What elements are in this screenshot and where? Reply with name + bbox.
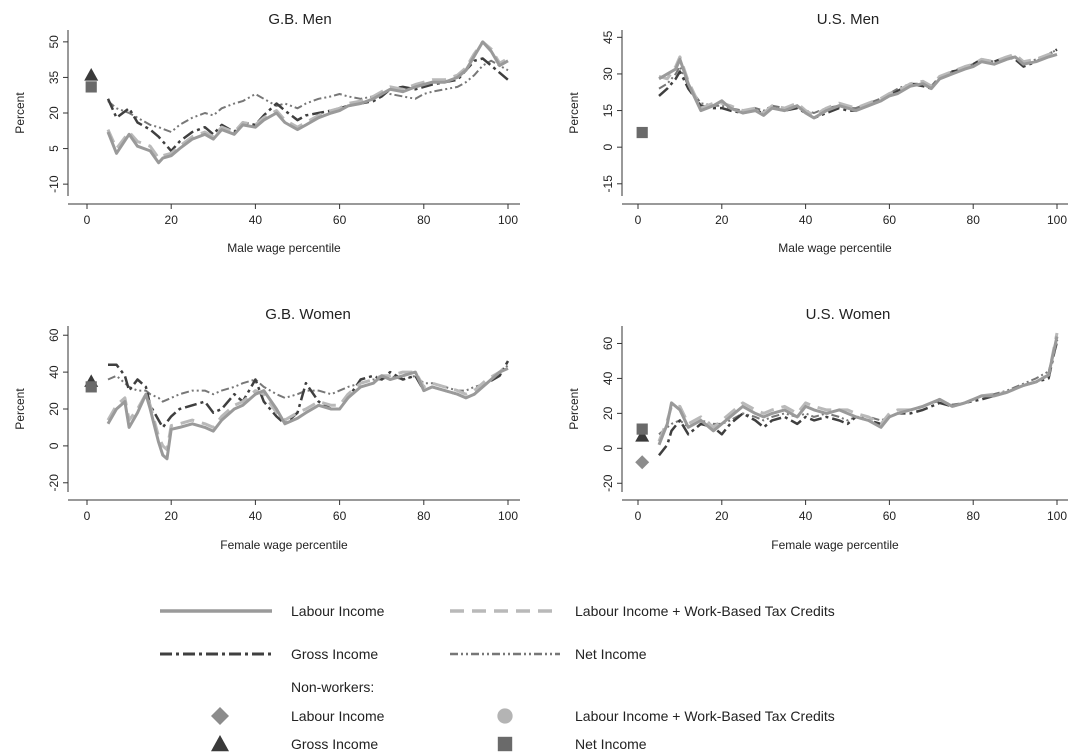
y-tick-label: -20 <box>601 474 615 492</box>
x-tick-label: 20 <box>715 509 729 523</box>
y-tick-label: 30 <box>601 67 615 81</box>
x-tick-label: 20 <box>165 509 179 523</box>
x-tick-label: 100 <box>498 213 518 227</box>
x-axis-label: Male wage percentile <box>778 241 892 255</box>
legend-label: Gross Income <box>291 736 378 752</box>
y-tick-label: 50 <box>47 35 61 49</box>
y-tick-label: 0 <box>47 442 61 449</box>
x-tick-label: 80 <box>417 213 431 227</box>
y-tick-label: -15 <box>601 175 615 193</box>
y-tick-label: 60 <box>601 336 615 350</box>
non-worker-marker-net-income <box>636 423 648 435</box>
series-line-labour-income <box>106 40 509 165</box>
panel-title: U.S. Men <box>817 11 880 28</box>
y-tick-label: 40 <box>601 371 615 385</box>
x-tick-label: 40 <box>799 213 813 227</box>
series-line-labour-income <box>106 367 509 461</box>
y-tick-label: 5 <box>47 145 61 152</box>
y-tick-label: 60 <box>47 328 61 342</box>
legend-label: Net Income <box>575 736 647 752</box>
y-tick-label: 0 <box>601 445 615 452</box>
y-axis-label: Percent <box>13 92 27 134</box>
series-line-net-income <box>107 59 509 133</box>
x-tick-label: 40 <box>249 213 263 227</box>
series-line-labour-income-work-based-tax-credits <box>658 50 1058 117</box>
x-tick-label: 0 <box>635 509 642 523</box>
y-tick-label: 0 <box>601 144 615 151</box>
y-axis-label: Percent <box>13 388 27 430</box>
panel-title: U.S. Women <box>806 306 891 323</box>
x-tick-label: 100 <box>1047 213 1067 227</box>
legend-label: Labour Income <box>291 708 385 724</box>
series-line-gross-income <box>106 57 509 153</box>
x-tick-label: 40 <box>799 509 813 523</box>
x-tick-label: 100 <box>1047 509 1067 523</box>
x-axis-label: Male wage percentile <box>227 241 341 255</box>
y-tick-label: 15 <box>601 104 615 118</box>
x-tick-label: 60 <box>883 213 897 227</box>
series-line-gross-income <box>658 339 1059 457</box>
y-axis-label: Percent <box>567 388 581 430</box>
panel-g-b-men: G.B. Men -10 5 20 35 50 0 20 40 60 80 100 Male wage … <box>13 11 520 255</box>
legend-marker-net-income <box>497 736 513 752</box>
x-tick-label: 80 <box>967 213 981 227</box>
x-tick-label: 0 <box>635 213 642 227</box>
x-axis-label: Female wage percentile <box>220 538 348 552</box>
x-tick-label: 0 <box>84 213 91 227</box>
series-line-net-income <box>658 343 1058 436</box>
non-worker-marker-labour-income <box>635 455 650 470</box>
y-tick-label: -10 <box>47 175 61 193</box>
y-tick-label: 20 <box>47 106 61 120</box>
legend-non-workers-heading: Non-workers: <box>291 679 374 695</box>
panel-title: G.B. Men <box>268 11 331 28</box>
legend-label: Labour Income + Work-Based Tax Credits <box>575 708 835 724</box>
x-tick-label: 60 <box>333 509 347 523</box>
y-tick-label: 35 <box>47 70 61 84</box>
non-worker-marker-net-income <box>85 81 97 93</box>
x-tick-label: 80 <box>417 509 431 523</box>
series-line-labour-income <box>658 52 1058 120</box>
non-worker-marker-gross-income <box>635 429 650 442</box>
x-tick-label: 0 <box>84 509 91 523</box>
panel-g-b-women: G.B. Women -20 0 20 40 60 0 20 40 60 80 100 Female w… <box>13 306 520 552</box>
x-tick-label: 20 <box>715 213 729 227</box>
y-tick-label: 40 <box>47 365 61 379</box>
non-worker-marker-gross-income <box>84 68 99 81</box>
legend: Labour Income Labour Income + Work-Based … <box>160 603 835 752</box>
y-tick-label: -20 <box>47 474 61 492</box>
y-tick-label: 45 <box>601 30 615 44</box>
chart-panels: G.B. Men -10 5 20 35 50 0 20 40 60 80 100 Male wage … <box>13 11 1068 552</box>
x-tick-label: 100 <box>498 509 518 523</box>
legend-marker-labour-income <box>211 707 229 725</box>
x-tick-label: 60 <box>883 509 897 523</box>
legend-label: Labour Income + Work-Based Tax Credits <box>575 603 835 619</box>
y-tick-label: 20 <box>47 402 61 416</box>
legend-label: Net Income <box>575 646 647 662</box>
series-line-net-income <box>107 364 509 403</box>
legend-label: Gross Income <box>291 646 378 662</box>
x-tick-label: 40 <box>249 509 263 523</box>
panel-title: G.B. Women <box>265 306 351 323</box>
series-line-gross-income <box>108 360 510 429</box>
x-tick-label: 20 <box>165 213 179 227</box>
y-axis-label: Percent <box>567 92 581 134</box>
x-axis-label: Female wage percentile <box>771 538 899 552</box>
y-tick-label: 20 <box>601 406 615 420</box>
panel-u-s-men: U.S. Men -15 0 15 30 45 0 20 40 60 80 100 Male wage … <box>567 11 1068 255</box>
x-tick-label: 60 <box>333 213 347 227</box>
legend-marker-gross-income <box>211 735 229 752</box>
series-line-labour-income <box>657 336 1059 446</box>
series-line-labour-income-work-based-tax-credits <box>106 40 509 160</box>
legend-marker-labour-income-work-based-tax-credits <box>497 708 513 724</box>
x-tick-label: 80 <box>967 509 981 523</box>
non-worker-marker-net-income <box>636 126 648 139</box>
non-worker-marker-net-income <box>85 381 97 393</box>
panel-u-s-women: U.S. Women -20 0 20 40 60 0 20 40 60 80 100 Female w… <box>567 306 1068 552</box>
legend-label: Labour Income <box>291 603 385 619</box>
series-line-labour-income-work-based-tax-credits <box>106 363 509 452</box>
